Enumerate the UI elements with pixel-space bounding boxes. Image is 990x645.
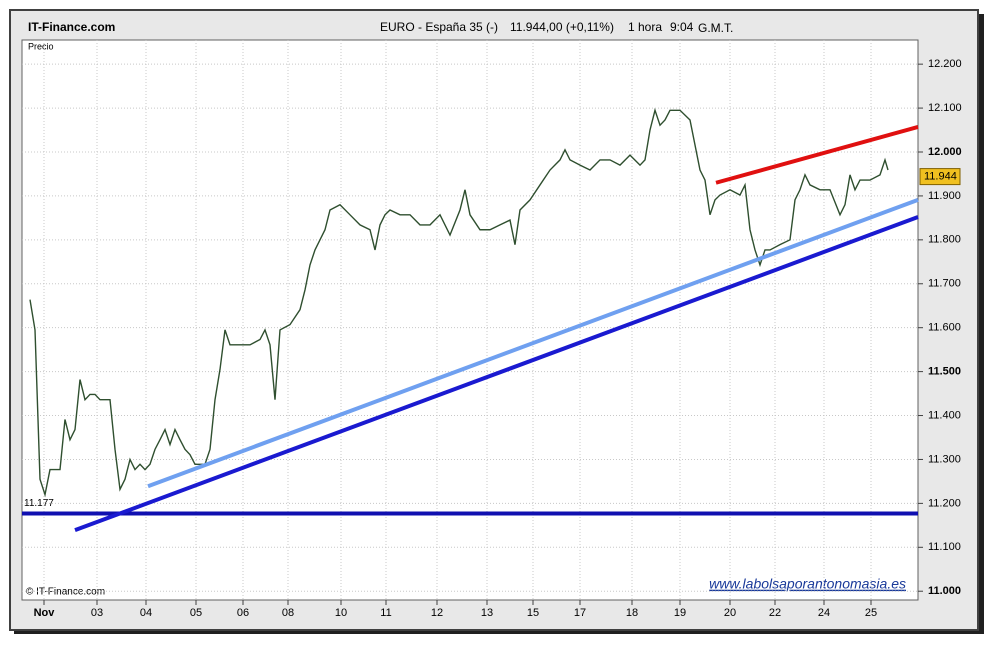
y-tick-label: 12.100 (928, 102, 962, 114)
x-tick-label: 11 (380, 607, 391, 619)
watermark: www.labolsaporantonomasia.es (709, 576, 906, 592)
y-tick-label: 11.900 (928, 190, 961, 202)
interval: 1 hora (628, 20, 662, 34)
x-tick-label: 22 (769, 607, 781, 619)
time: 9:04 (670, 20, 694, 34)
x-tick-label: 06 (237, 607, 249, 619)
x-tick-label: 04 (140, 607, 152, 619)
trend-line (147, 197, 919, 489)
y-tick-label: 11.400 (928, 409, 961, 421)
y-tick-label: 11.200 (928, 497, 961, 509)
source: IT-Finance.com (28, 20, 115, 34)
y-tick-label: 11.800 (928, 234, 961, 246)
title: EURO - España 35 (-) (380, 20, 498, 34)
plot-area (21, 39, 919, 601)
x-tick-label: 19 (674, 607, 686, 619)
x-tick-label: 17 (574, 607, 586, 619)
y-tick-label: 12.000 (928, 146, 962, 158)
y-tick-label: 11.300 (928, 453, 961, 465)
x-tick-label: 12 (431, 607, 443, 619)
last-price-label: 11.944 (924, 171, 957, 183)
copyright: © IT-Finance.com (26, 587, 105, 598)
x-tick-label: 20 (724, 607, 736, 619)
x-tick-label: 24 (818, 607, 830, 619)
y-label: Precio (28, 41, 54, 51)
x-tick-label: 10 (335, 607, 347, 619)
quote: 11.944,00 (+0,11%) (510, 20, 614, 34)
x-tick-label: 13 (481, 607, 493, 619)
x-tick-label: 05 (190, 607, 202, 619)
y-tick-label: 11.000 (928, 585, 961, 597)
y-tick-label: 11.100 (928, 541, 961, 553)
x-tick-label: 18 (626, 607, 638, 619)
y-tick-label: 11.500 (928, 366, 961, 378)
trend-label: 11.177 (24, 498, 54, 509)
trend-line (74, 215, 919, 533)
last-price-box (919, 168, 961, 186)
x-tick-label: 03 (91, 607, 103, 619)
y-tick-label: 12.200 (928, 58, 962, 70)
y-tick-label: 11.600 (928, 322, 961, 334)
trend-line (715, 125, 919, 185)
x-tick-label: 15 (527, 607, 539, 619)
x-tick-label: Nov (34, 607, 56, 619)
y-tick-label: 11.700 (928, 278, 961, 290)
price-line (29, 107, 889, 498)
x-tick-label: 08 (282, 607, 294, 619)
timezone: G.M.T. (698, 21, 733, 35)
x-tick-label: 25 (865, 607, 877, 619)
